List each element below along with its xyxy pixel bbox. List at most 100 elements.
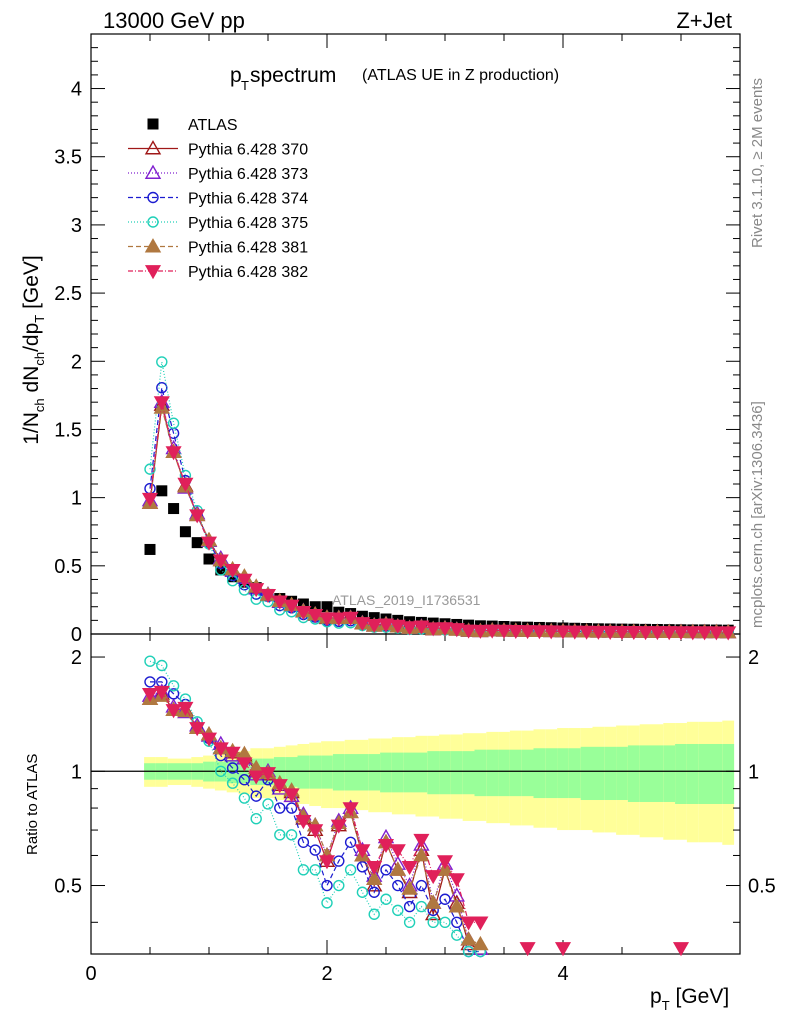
series-point [602, 625, 619, 640]
legend-label: Pythia 6.428 382 [188, 264, 308, 281]
band-green [521, 749, 534, 797]
offscale-point [554, 942, 572, 957]
ratio-point [448, 898, 466, 913]
ratio-point [427, 916, 439, 928]
chart-title: p T spectrum (ATLAS UE in Z production) [230, 64, 559, 93]
ratio-point [389, 844, 406, 859]
uncertainty-bands [91, 720, 740, 845]
band-green [462, 751, 475, 795]
ratio-point [236, 757, 253, 772]
upper-y-tick-label: 3.5 [54, 147, 82, 169]
ratio-point [226, 777, 239, 789]
lower-y-tick-label: 1 [71, 761, 82, 783]
band-green [450, 751, 463, 795]
series-point [401, 621, 418, 636]
ratio-point [472, 916, 489, 931]
lower-y-tick-label: 0.5 [54, 876, 82, 898]
series-point [377, 618, 395, 633]
band-green [474, 749, 487, 797]
series-point [248, 583, 265, 598]
ratio-point [462, 945, 475, 958]
atlas-point [191, 537, 203, 549]
ratio-point [330, 819, 347, 834]
series-point [259, 588, 277, 604]
series-point [200, 536, 218, 551]
band-green [403, 752, 416, 793]
ratio-point [250, 790, 262, 802]
ratio-point [368, 886, 380, 898]
band-green [285, 757, 298, 787]
legend-entry: Pythia 6.428 374 [128, 191, 308, 208]
legend-label: Pythia 6.428 370 [188, 142, 308, 159]
band-green [297, 755, 310, 789]
series-point [684, 626, 701, 641]
legend-marker [144, 238, 162, 253]
ratio-point [472, 935, 489, 951]
ratio-point [144, 676, 156, 688]
atlas-point [156, 485, 168, 497]
series-line-ratio [149, 660, 481, 953]
ratio-point [344, 836, 357, 848]
band-green [368, 754, 381, 791]
atlas-point [168, 503, 180, 515]
series-point [156, 382, 168, 394]
data-series [141, 356, 737, 958]
upper-y-tick-label: 3 [71, 215, 82, 237]
legend-entry: Pythia 6.428 370 [128, 140, 308, 159]
band-green [651, 745, 664, 802]
svg-text:pT [GeV]: pT [GeV] [650, 985, 729, 1013]
ratio-point [297, 864, 310, 876]
series-point [696, 626, 713, 641]
ratio-point [439, 893, 451, 905]
mcplots-label: mcplots.cern.ch [arXiv:1306.3436] [749, 401, 766, 628]
series-point [307, 609, 324, 624]
band-green [663, 745, 676, 802]
upper-y-axis-label: 1/Nch dNch/dpT [GeV] [20, 255, 47, 445]
lower-y-tick-label-right: 0.5 [748, 876, 776, 898]
ratio-point [425, 870, 442, 885]
band-green [415, 752, 428, 793]
band-green [498, 749, 510, 797]
band-green [710, 743, 723, 804]
legend-entry: Pythia 6.428 381 [128, 238, 308, 257]
series-point [271, 595, 288, 610]
series-point [519, 625, 536, 640]
ratio-point [413, 833, 430, 848]
series-point [578, 625, 595, 640]
ratio-point [285, 829, 298, 841]
x-axis-label: pT [GeV] [650, 985, 729, 1013]
ratio-point [344, 864, 357, 876]
series-line-ratio [149, 695, 481, 945]
ratio-point [460, 916, 477, 931]
ratio-point [226, 762, 239, 774]
ratio-point [451, 929, 463, 941]
title-rest: spectrum [250, 64, 336, 87]
legend-entry: ATLAS [147, 117, 238, 134]
x-tick-label: 4 [557, 963, 568, 985]
ratio-point [356, 886, 369, 898]
ratio-point [165, 704, 182, 719]
band-green [639, 745, 652, 802]
series-point [177, 477, 194, 492]
atlas-point [179, 526, 191, 538]
legend-entry: Pythia 6.428 382 [128, 264, 308, 281]
series-point [425, 622, 442, 637]
series-point [330, 612, 347, 627]
ratio-point [321, 879, 333, 892]
ratio-point [259, 767, 277, 782]
band-green [675, 743, 687, 804]
ratio-point [354, 844, 371, 859]
upper-y-tick-label: 2 [71, 351, 82, 373]
ratio-point [200, 732, 218, 747]
band-green [321, 755, 333, 789]
ratio-point [153, 685, 170, 700]
ratio-point [283, 788, 300, 803]
ratio-point [424, 894, 442, 909]
ratio-point [448, 873, 465, 888]
ratio-point [250, 812, 262, 825]
analysis-tag: ATLAS_2019_I1736531 [332, 592, 481, 608]
ratio-point [460, 931, 477, 946]
series-point [472, 624, 489, 639]
axis-ticks: 0 2 400.511.522.533.540.5 0.51 12 2 [54, 33, 776, 985]
offscale-point [672, 942, 690, 957]
